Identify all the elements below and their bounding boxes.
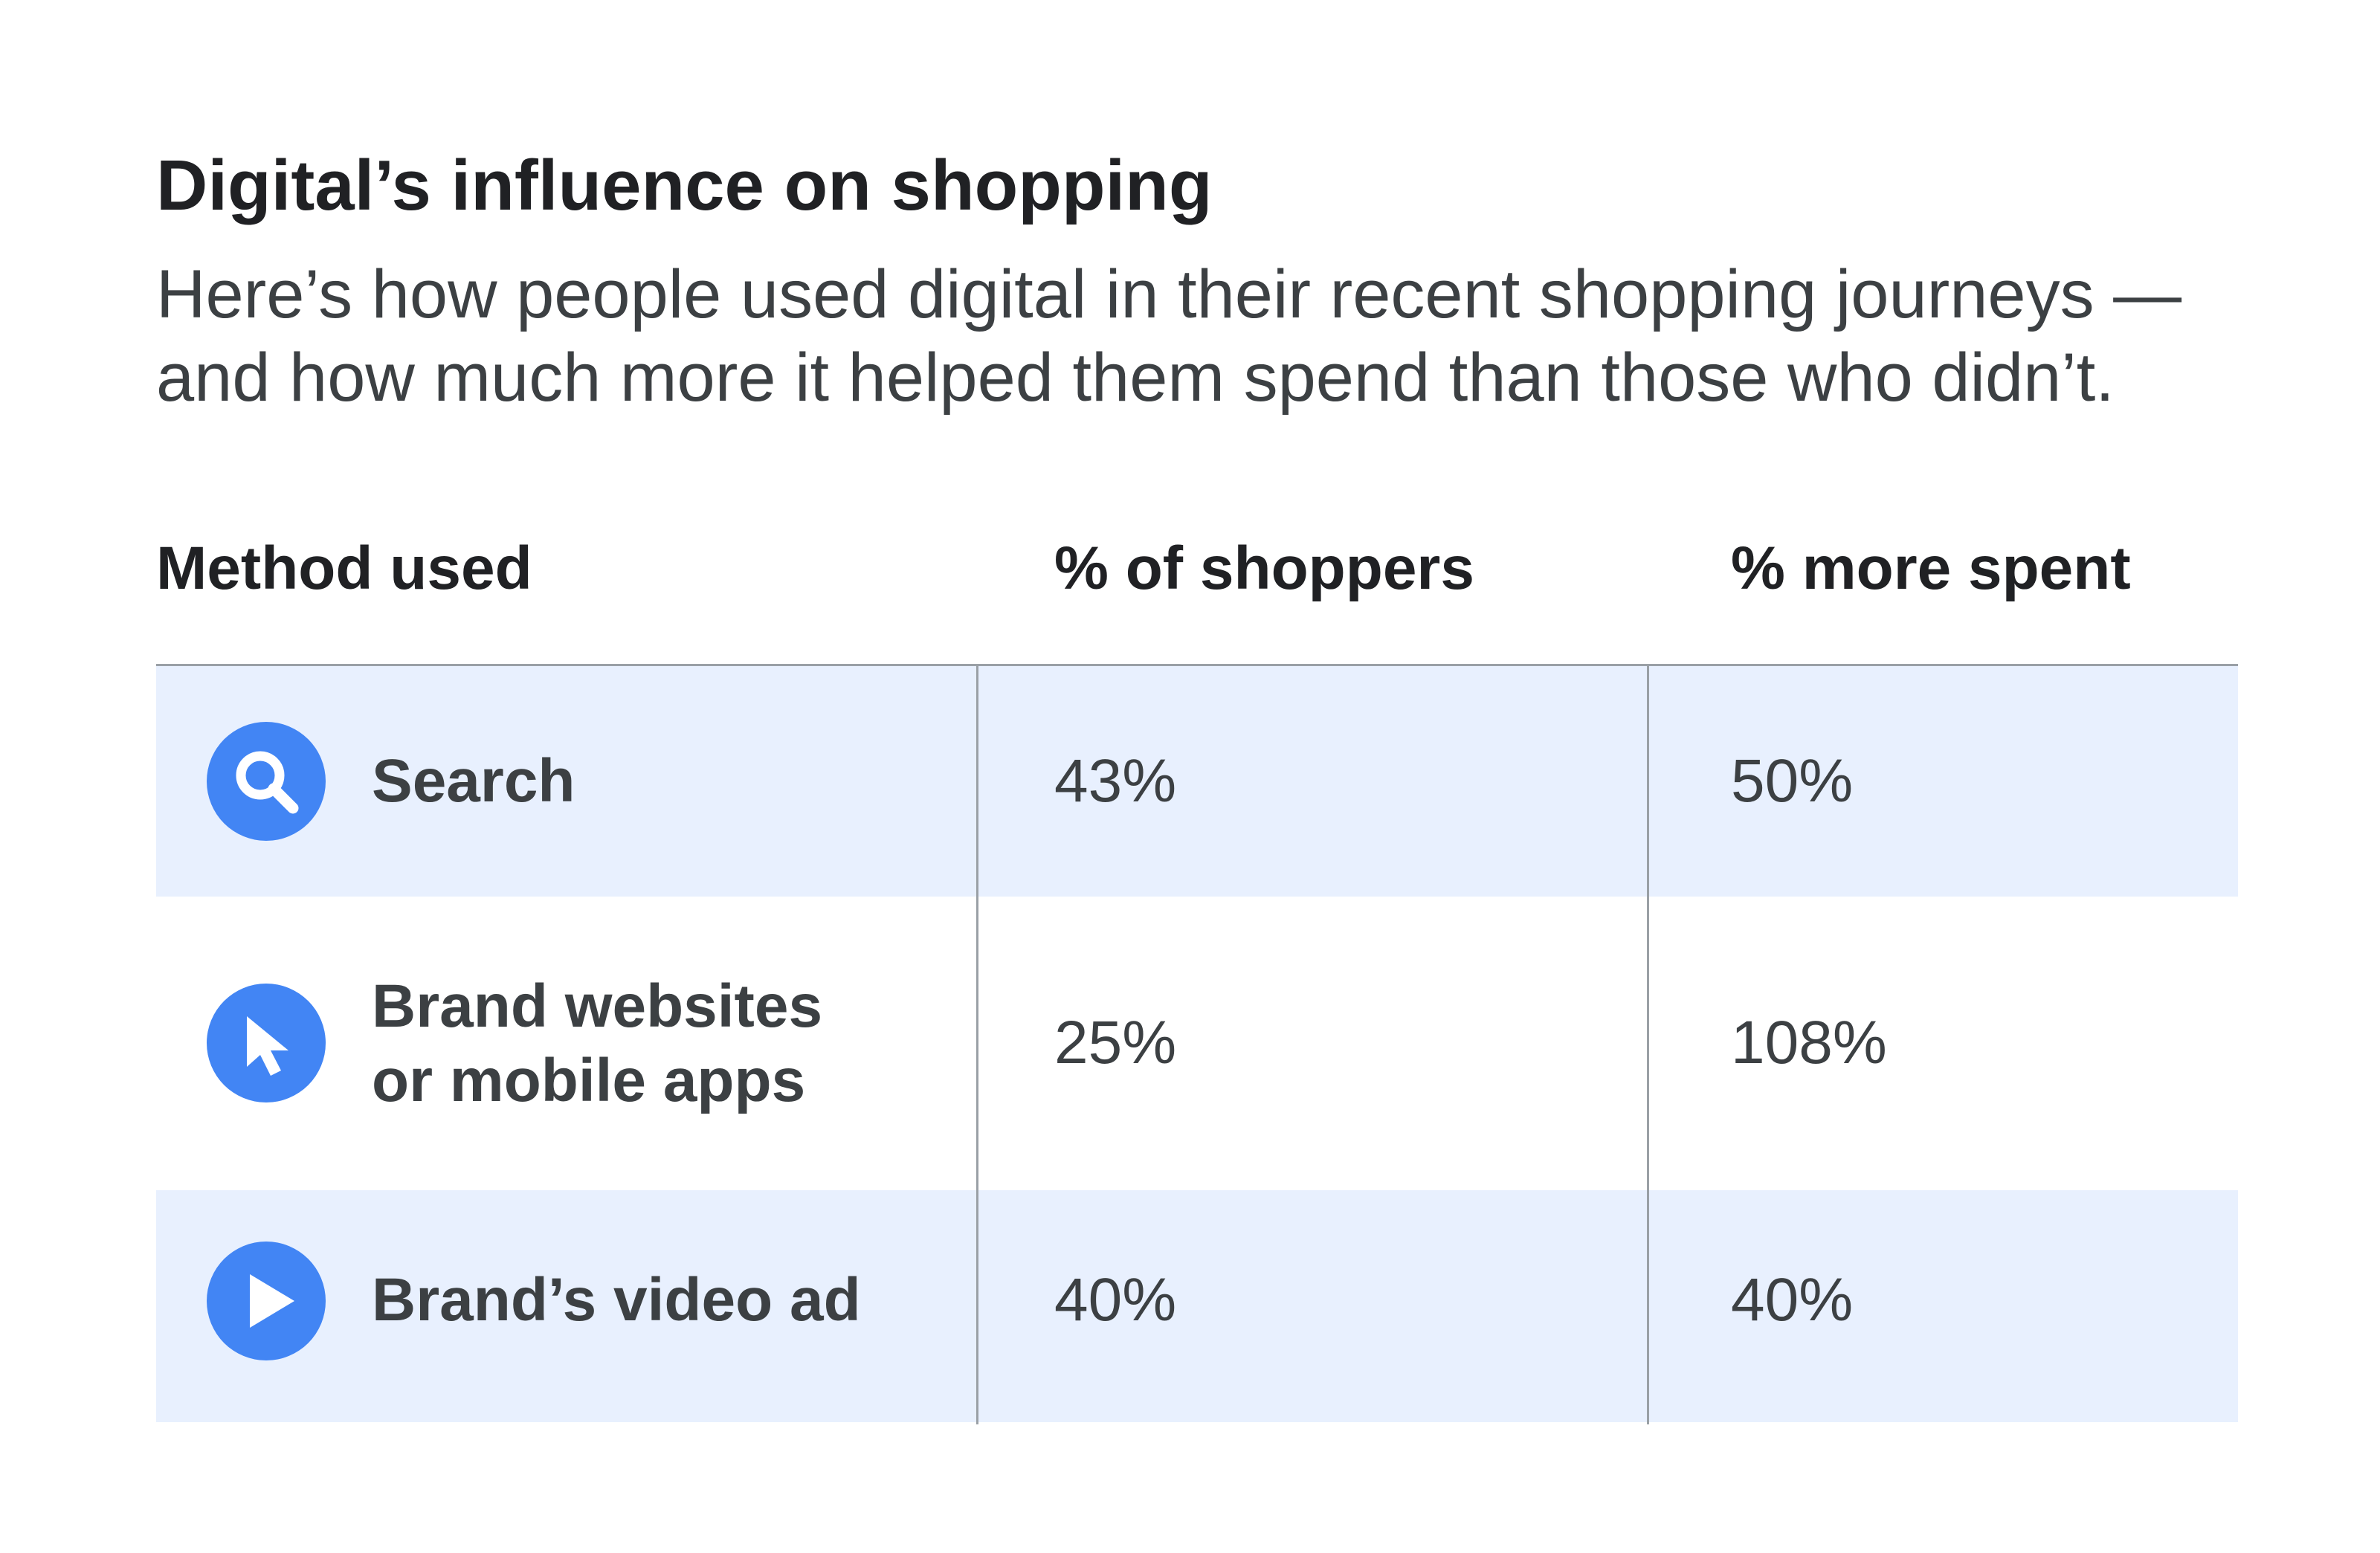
header-percent-more-spent: % more spent	[1731, 535, 2131, 602]
column-divider	[1647, 666, 1649, 1424]
method-label: Brand’s video ad	[372, 1263, 861, 1337]
shoppers-value: 25%	[1054, 1009, 1177, 1076]
method-label: Brand websites or mobile apps	[372, 969, 822, 1118]
more-spent-value: 50%	[1731, 747, 1854, 815]
header-percent-of-shoppers: % of shoppers	[1054, 535, 1474, 602]
cursor-icon	[207, 984, 326, 1102]
shoppers-value: 43%	[1054, 747, 1177, 815]
more-spent-value: 108%	[1731, 1009, 1887, 1076]
header-method-used: Method used	[156, 535, 532, 602]
method-label-line: or mobile apps	[372, 1047, 806, 1114]
method-label-line: Search	[372, 747, 575, 815]
play-icon	[207, 1242, 326, 1360]
table-row-search: Search 43% 50%	[156, 666, 2238, 897]
method-label: Search	[372, 744, 575, 819]
table-row-video-ad: Brand’s video ad 40% 40%	[156, 1190, 2238, 1422]
column-divider	[976, 666, 978, 1424]
page-title: Digital’s influence on shopping	[156, 146, 1213, 225]
shoppers-value: 40%	[1054, 1266, 1177, 1334]
table-header: Method used % of shoppers % more spent	[156, 520, 2238, 617]
subtitle-line-2: and how much more it helped them spend t…	[156, 340, 2115, 416]
subtitle-line-1: Here’s how people used digital in their …	[156, 256, 2182, 332]
more-spent-value: 40%	[1731, 1266, 1854, 1334]
data-table: Search 43% 50% Brand websites or mobile …	[156, 664, 2238, 1424]
page-subtitle: Here’s how people used digital in their …	[156, 253, 2312, 419]
table-row-brand-websites: Brand websites or mobile apps 25% 108%	[156, 897, 2238, 1190]
method-label-line: Brand websites	[372, 972, 823, 1040]
method-label-line: Brand’s video ad	[372, 1266, 861, 1334]
search-icon	[207, 722, 326, 841]
